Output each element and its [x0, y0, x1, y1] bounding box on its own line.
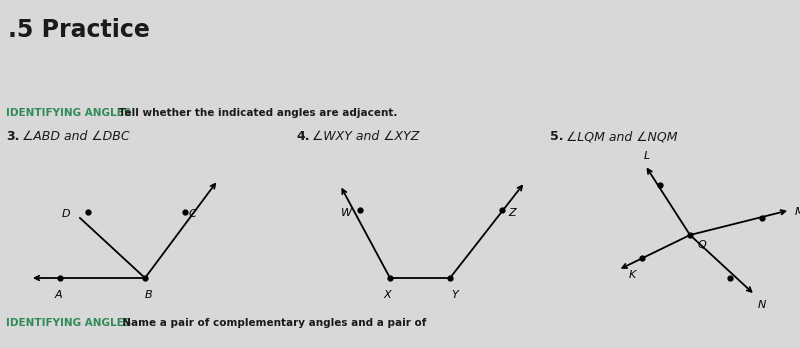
- Text: A: A: [54, 290, 62, 300]
- Text: L: L: [644, 151, 650, 161]
- Text: Y: Y: [452, 290, 458, 300]
- Text: ∠LQM and ∠NQM: ∠LQM and ∠NQM: [566, 130, 678, 143]
- Text: B: B: [145, 290, 153, 300]
- Text: X: X: [383, 290, 391, 300]
- Text: C: C: [189, 209, 197, 219]
- Text: ∠ABD and ∠DBC: ∠ABD and ∠DBC: [22, 130, 130, 143]
- Text: K: K: [629, 270, 636, 280]
- Text: 4.: 4.: [296, 130, 310, 143]
- Text: IDENTIFYING ANGLES: IDENTIFYING ANGLES: [6, 108, 131, 118]
- Text: 3.: 3.: [6, 130, 19, 143]
- Text: 5.: 5.: [550, 130, 563, 143]
- Text: Tell whether the indicated angles are adjacent.: Tell whether the indicated angles are ad…: [115, 108, 398, 118]
- Text: M: M: [795, 207, 800, 217]
- Text: Q: Q: [698, 240, 706, 250]
- Text: .5 Practice: .5 Practice: [8, 18, 150, 42]
- Text: N: N: [758, 300, 766, 310]
- Text: IDENTIFYING ANGLES: IDENTIFYING ANGLES: [6, 318, 131, 328]
- Text: Z: Z: [508, 208, 516, 218]
- Text: Name a pair of complementary angles and a pair of: Name a pair of complementary angles and …: [115, 318, 426, 328]
- Text: W: W: [341, 208, 352, 218]
- Text: D: D: [62, 209, 70, 219]
- Text: ∠WXY and ∠XYZ: ∠WXY and ∠XYZ: [312, 130, 419, 143]
